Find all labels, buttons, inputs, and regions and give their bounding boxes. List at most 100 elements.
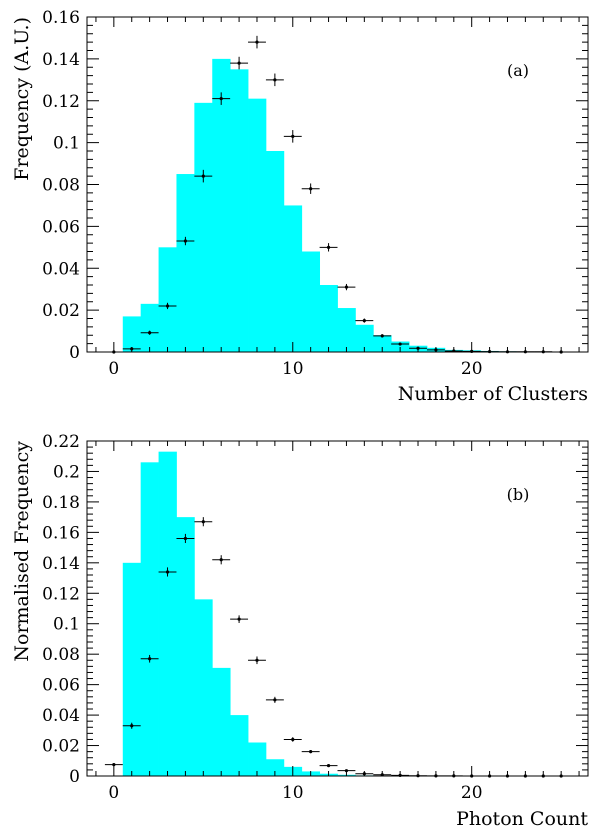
- point-marker: [112, 762, 116, 767]
- point-marker: [237, 61, 241, 65]
- data-point: [265, 696, 284, 703]
- chart-panel-a: 0 10 20 0 0.02 0.04 0.06 0.08 0.1 0.12 0.14 0.16 (a…: [11, 8, 589, 405]
- point-marker: [219, 558, 223, 562]
- x-tick-label: 10: [282, 783, 304, 803]
- histogram-bar: [122, 562, 142, 776]
- y-tick-label: 0.14: [42, 554, 80, 574]
- histogram-b: [122, 451, 428, 776]
- plot-frame-b: [86, 440, 589, 777]
- point-marker: [291, 134, 295, 138]
- y-tick-label: 0.16: [42, 523, 80, 543]
- data-point: [212, 92, 231, 105]
- y-tick-label: 0.2: [53, 462, 80, 482]
- data-point: [158, 567, 177, 577]
- data-point: [337, 769, 356, 773]
- data-point: [391, 342, 410, 346]
- y-tick-label: 0.18: [42, 493, 80, 513]
- data-point: [176, 236, 195, 246]
- histogram-bar: [212, 667, 231, 776]
- y-tick-label: 0.1: [53, 615, 80, 635]
- data-point: [158, 302, 177, 310]
- data-point: [355, 318, 374, 323]
- point-marker: [398, 342, 402, 346]
- histogram-bar: [301, 251, 321, 352]
- histogram-bar: [248, 98, 267, 352]
- point-marker: [165, 570, 170, 574]
- y-tick-label: 0: [69, 767, 80, 787]
- x-axis-title-b: Photon Count: [456, 808, 588, 826]
- histogram-bar: [140, 303, 159, 352]
- point-marker: [183, 239, 188, 243]
- histogram-bar: [230, 69, 249, 352]
- data-point: [140, 654, 159, 663]
- histogram-bar: [194, 599, 213, 776]
- point-marker: [237, 617, 241, 621]
- histogram-bar: [265, 151, 285, 352]
- data-point: [212, 555, 231, 565]
- point-marker: [344, 769, 349, 773]
- point-marker: [183, 536, 188, 541]
- data-point: [319, 764, 338, 768]
- histogram-bar: [230, 715, 249, 776]
- data-point: [337, 283, 356, 291]
- data-point: [248, 656, 266, 665]
- y-axis-title-a: Frequency (A.U.): [11, 17, 33, 181]
- point-marker: [201, 520, 205, 524]
- y-tick-label: 0: [69, 343, 80, 363]
- histogram-bar: [391, 341, 410, 352]
- point-marker: [201, 174, 205, 178]
- y-tick-label: 0.02: [42, 737, 80, 757]
- y-tick-label: 0.16: [42, 8, 80, 28]
- data-point: [373, 334, 392, 338]
- point-marker: [344, 285, 349, 289]
- histogram-bar: [176, 174, 195, 352]
- data-point: [301, 750, 320, 754]
- point-marker: [326, 245, 331, 249]
- histogram-bar: [140, 462, 159, 776]
- point-marker: [130, 724, 134, 728]
- x-tick-label: 20: [461, 783, 483, 803]
- histogram-bar: [355, 324, 374, 352]
- y-tick-label: 0.02: [42, 301, 80, 321]
- histogram-bar: [158, 451, 177, 776]
- histogram-bar: [212, 58, 231, 352]
- data-point: [230, 56, 249, 70]
- point-marker: [380, 334, 384, 338]
- data-point: [104, 762, 123, 767]
- point-marker: [165, 304, 170, 308]
- histogram-bar: [337, 308, 356, 352]
- point-marker: [291, 737, 295, 742]
- data-point: [140, 330, 159, 335]
- point-marker: [273, 698, 277, 702]
- point-marker: [148, 657, 152, 661]
- data-point: [176, 533, 195, 544]
- data-point: [230, 615, 249, 623]
- data-point: [248, 35, 266, 49]
- point-marker: [309, 187, 313, 191]
- point-marker: [148, 331, 152, 335]
- ticks-b: 0 10 20 0 0.02 0.04 0.06 0.08 0.1 0.12 0.14 0.16 0.1…: [42, 432, 588, 803]
- chart-panel-b: 0 10 20 0 0.02 0.04 0.06 0.08 0.1 0.12 0.14 0.16 0.1…: [11, 432, 589, 826]
- data-point: [265, 73, 284, 87]
- point-marker: [362, 318, 366, 323]
- histogram-bar: [158, 247, 177, 352]
- y-tick-label: 0.22: [42, 432, 80, 452]
- histogram-a: [122, 58, 571, 352]
- point-marker: [326, 764, 331, 768]
- y-tick-label: 0.04: [42, 259, 80, 279]
- y-tick-label: 0.04: [42, 706, 80, 726]
- histogram-bar: [122, 316, 142, 352]
- histogram-bar: [194, 102, 213, 352]
- y-tick-label: 0.06: [42, 676, 80, 696]
- panel-label-a: (a): [507, 61, 529, 80]
- histogram-bar: [319, 285, 338, 352]
- histogram-bar: [248, 742, 267, 776]
- x-tick-label: 20: [461, 359, 483, 379]
- point-marker: [273, 78, 277, 82]
- point-marker: [255, 658, 259, 662]
- data-point: [194, 169, 213, 183]
- y-tick-label: 0.12: [42, 584, 80, 604]
- y-tick-label: 0.08: [42, 176, 80, 196]
- y-tick-label: 0.06: [42, 217, 80, 237]
